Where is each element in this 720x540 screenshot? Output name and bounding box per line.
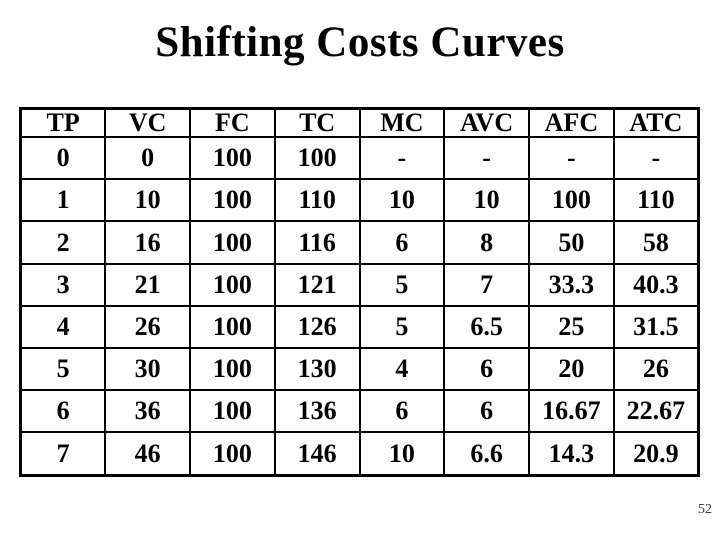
column-header-vc: VC: [104, 107, 191, 138]
table-cell: -: [528, 135, 615, 181]
costs-table-body: 0 0 100 100- - - -1 10 100 110 10 10 100 110 2 16 100 116…: [19, 135, 700, 477]
table-cell: 7: [19, 431, 107, 477]
table-row: 3 21 100 121 5 7 33.3 40.3: [19, 262, 700, 307]
table-cell: 10: [443, 178, 530, 223]
table-row: 5 30 100 130 4 6 20 26: [19, 347, 700, 392]
table-cell: 100: [273, 135, 361, 181]
table-cell: 7: [443, 262, 530, 307]
table-cell: 100: [189, 178, 276, 223]
table-cell: -: [443, 135, 530, 181]
slide-title: Shifting Costs Curves: [155, 19, 565, 66]
table-cell: 21: [104, 262, 191, 307]
table-cell: 5: [19, 347, 107, 392]
table-row: 6 36 100 136 6 6 16.67 22.67: [19, 389, 700, 434]
table-cell: 100: [189, 431, 276, 477]
table-row: 7 46 100 146 10 6.6 14.3 20.9: [19, 431, 700, 477]
table-cell: 100: [189, 347, 276, 392]
table-cell: 4: [358, 347, 446, 392]
table-cell: 25: [528, 304, 615, 350]
table-cell: 6: [443, 389, 530, 434]
table-cell: 146: [273, 431, 361, 477]
table-cell: 46: [104, 431, 191, 477]
table-cell: 5: [358, 262, 446, 307]
table-cell: -: [358, 135, 446, 181]
table-cell: 6: [443, 347, 530, 392]
table-cell: 6: [19, 389, 107, 434]
table-cell: 2: [19, 220, 107, 265]
table-cell: 6.6: [443, 431, 530, 477]
table-cell: -: [612, 135, 700, 181]
table-cell: 16.67: [528, 389, 615, 434]
page-number: 52: [698, 502, 712, 517]
table-row: 0 0 100 100- - - -: [19, 135, 700, 181]
costs-table-header: TP VC FC TC MC AVC AFC ATC: [19, 107, 700, 138]
table-cell: 20: [528, 347, 615, 392]
column-header-tp: TP: [19, 107, 107, 138]
table-cell: 31.5: [612, 304, 700, 350]
table-cell: 16: [104, 220, 191, 265]
table-cell: 20.9: [612, 431, 700, 477]
table-cell: 4: [19, 304, 107, 350]
table-cell: 26: [612, 347, 700, 392]
table-cell: 33.3: [528, 262, 615, 307]
table-cell: 8: [443, 220, 530, 265]
table-cell: 6: [358, 220, 446, 265]
costs-table: TP VC FC TC MC AVC AFC ATC 0 0 100 100- - - -1 10 100 11…: [19, 107, 700, 477]
table-cell: 10: [358, 178, 446, 223]
table-cell: 126: [273, 304, 361, 350]
table-cell: 26: [104, 304, 191, 350]
table-cell: 58: [612, 220, 700, 265]
table-cell: 121: [273, 262, 361, 307]
table-cell: 0: [104, 135, 191, 181]
table-cell: 6.5: [443, 304, 530, 350]
table-row: 4 26 100 126 5 6.5 25 31.5: [19, 304, 700, 350]
table-cell: 100: [189, 389, 276, 434]
table-cell: 110: [273, 178, 361, 223]
table-cell: 100: [528, 178, 615, 223]
table-cell: 36: [104, 389, 191, 434]
column-header-atc: ATC: [612, 107, 700, 138]
table-cell: 100: [189, 135, 276, 181]
column-header-afc: AFC: [528, 107, 615, 138]
table-cell: 100: [189, 304, 276, 350]
table-cell: 116: [273, 220, 361, 265]
table-row: 2 16 100 116 6 8 50 58: [19, 220, 700, 265]
table-cell: 100: [189, 262, 276, 307]
table-cell: 10: [358, 431, 446, 477]
header-row: TP VC FC TC MC AVC AFC ATC: [19, 107, 700, 138]
table-cell: 0: [19, 135, 107, 181]
table-cell: 30: [104, 347, 191, 392]
column-header-avc: AVC: [443, 107, 530, 138]
table-cell: 40.3: [612, 262, 700, 307]
table-cell: 3: [19, 262, 107, 307]
table-cell: 50: [528, 220, 615, 265]
column-header-fc: FC: [189, 107, 276, 138]
table-cell: 6: [358, 389, 446, 434]
table-cell: 110: [612, 178, 700, 223]
table-cell: 10: [104, 178, 191, 223]
table-cell: 22.67: [612, 389, 700, 434]
table-cell: 100: [189, 220, 276, 265]
column-header-mc: MC: [358, 107, 446, 138]
column-header-tc: TC: [273, 107, 361, 138]
table-row: 1 10 100 110 10 10 100 110: [19, 178, 700, 223]
table-cell: 5: [358, 304, 446, 350]
table-cell: 14.3: [528, 431, 615, 477]
table-cell: 136: [273, 389, 361, 434]
table-cell: 1: [19, 178, 107, 223]
table-cell: 130: [273, 347, 361, 392]
